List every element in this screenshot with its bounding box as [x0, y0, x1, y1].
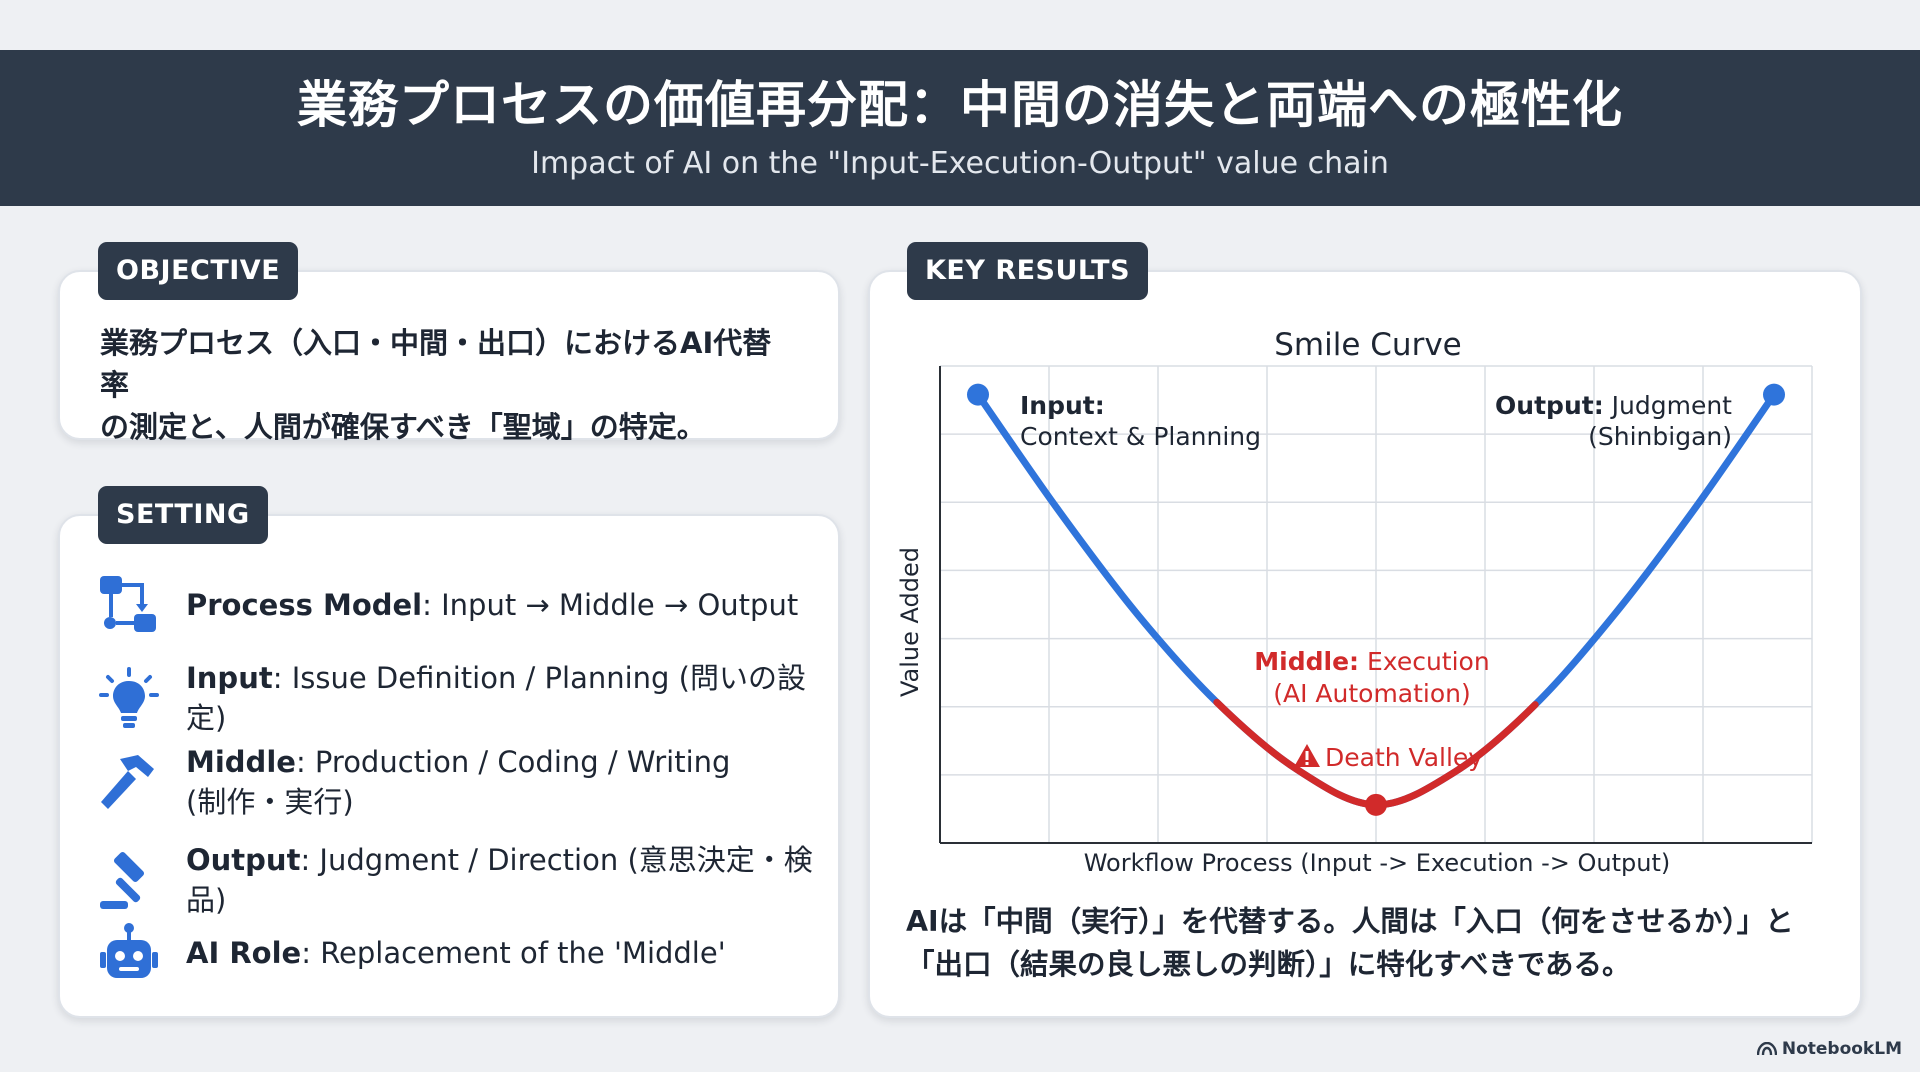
setting-value: : Replacement of the 'Middle': [301, 936, 726, 970]
notebooklm-logo-icon: [1756, 1042, 1777, 1056]
annotation-output-label: Output:: [1495, 391, 1604, 420]
setting-label: Middle: [186, 745, 296, 779]
annotation-input: Input:: [1020, 391, 1105, 420]
chart-title: Smile Curve: [1274, 327, 1461, 363]
setting-value-line-2: (制作・実行): [186, 785, 354, 819]
middle-point: [1365, 793, 1387, 816]
annotation-middle-text: (AI Automation): [1273, 679, 1471, 708]
setting-item-process-model: Process Model: Input → Middle → Output: [98, 574, 838, 636]
key-results-tag: KEY RESULTS: [907, 242, 1149, 300]
brand-mark: NotebookLM: [1756, 1039, 1902, 1059]
setting-value: : Issue Definition / Planning (問いの設定): [186, 661, 806, 735]
setting-item-middle: Middle: Production / Coding / Writing (制…: [98, 742, 838, 822]
chart-xlabel: Workflow Process (Input -> Execution -> …: [1084, 849, 1671, 877]
output-point: [1763, 383, 1785, 406]
chart-series: [967, 383, 1785, 816]
annotation-output-value: Judgment: [1604, 391, 1732, 420]
annotation-middle-label: Middle:: [1254, 647, 1359, 676]
setting-value: : Input → Middle → Output: [422, 588, 799, 622]
chart-ylabel: Value Added: [896, 547, 924, 697]
annotation-middle-value: Execution: [1359, 647, 1490, 676]
objective-tag: OBJECTIVE: [98, 242, 299, 300]
annotation-middle: Middle: Execution: [1254, 647, 1489, 676]
input-point: [967, 383, 989, 406]
page-subtitle: Impact of AI on the "Input-Execution-Out…: [531, 146, 1389, 181]
page-title: 業務プロセスの価値再分配：中間の消失と両端への極性化: [297, 76, 1623, 134]
chart-grid: [939, 365, 1813, 844]
annotation-output: Output: Judgment: [1495, 391, 1732, 420]
objective-line-1: 業務プロセス（入口・中間・出口）におけるAI代替率: [100, 326, 772, 402]
key-results-card: [868, 270, 1862, 1018]
robot-icon: [100, 923, 158, 978]
setting-card: [58, 514, 840, 1018]
annotation-output-text: (Shinbigan): [1588, 422, 1732, 451]
summary-line-2: 「出口（結果の良し悪しの判断）」に特化すべきである。: [906, 948, 1631, 981]
header-banner: 業務プロセスの価値再分配：中間の消失と両端への極性化 Impact of AI …: [0, 50, 1920, 206]
death-valley-label: Death Valley: [1325, 743, 1483, 772]
brand-name: NotebookLM: [1781, 1039, 1902, 1059]
setting-label: Input: [186, 661, 273, 695]
smile-curve-chart: Smile Curve Value Added Workflow Process…: [896, 327, 1813, 877]
objective-text: 業務プロセス（入口・中間・出口）におけるAI代替率 の測定と、人間が確保すべき「…: [100, 322, 800, 448]
summary-line-1: AIは「中間（実行）」を代替する。人間は「入口（何をさせるか）」と: [906, 905, 1794, 938]
lightbulb-icon: [99, 667, 159, 728]
setting-item-ai-role: AI Role: Replacement of the 'Middle': [98, 922, 838, 984]
setting-label: Output: [186, 843, 301, 877]
gavel-icon: [100, 851, 145, 909]
setting-tag: SETTING: [98, 486, 268, 544]
hammer-icon: [101, 755, 154, 809]
annotation-input-label: Input:: [1020, 391, 1105, 420]
annotation-input-text: Context & Planning: [1020, 422, 1261, 451]
objective-line-2: の測定と、人間が確保すべき「聖域」の特定。: [100, 410, 706, 444]
setting-label: Process Model: [186, 588, 423, 622]
setting-label: AI Role: [186, 936, 302, 970]
setting-value: : Production / Coding / Writing: [295, 745, 731, 779]
process-flow-icon: [100, 576, 156, 632]
setting-value: : Judgment / Direction (意思決定・検品): [186, 843, 813, 917]
setting-item-output: Output: Judgment / Direction (意思決定・検品): [98, 840, 838, 920]
key-results-summary: AIは「中間（実行）」を代替する。人間は「入口（何をさせるか）」と 「出口（結果…: [906, 900, 1856, 986]
warning-icon: [1294, 744, 1320, 767]
chart-axes: [939, 366, 1812, 844]
setting-item-input: Input: Issue Definition / Planning (問いの設…: [98, 658, 838, 738]
